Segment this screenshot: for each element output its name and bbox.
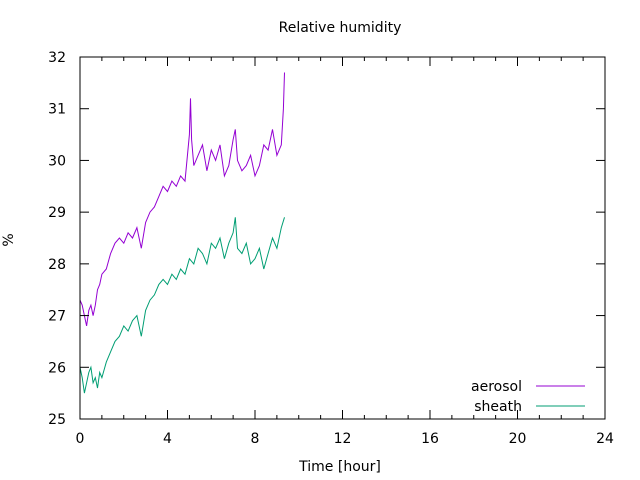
legend: aerosol sheath [471,379,585,415]
y-tick-label: 28 [48,257,66,273]
y-tick-label: 32 [48,50,66,66]
series-layer [79,72,285,394]
x-tick-label: 12 [334,431,352,447]
y-tick-label: 26 [48,360,66,376]
x-tick-label: 4 [163,431,172,447]
legend-label-aerosol: aerosol [471,379,522,395]
ticks-layer: 0 4 8 12 16 20 24 25 26 27 28 29 30 31 32 [48,50,614,447]
series-line-aerosol [79,72,285,327]
y-tick-label: 30 [48,153,66,169]
plot-frame [79,56,606,420]
x-axis-label: Time [hour] [298,459,381,475]
x-tick-label: 24 [596,431,614,447]
x-tick-label: 0 [76,431,85,447]
chart-title: Relative humidity [279,20,402,36]
series-line-sheath [79,217,285,394]
y-tick-label: 29 [48,205,66,221]
x-tick-label: 16 [421,431,439,447]
y-tick-label: 25 [48,412,66,428]
legend-label-sheath: sheath [474,399,522,415]
y-tick-label: 27 [48,309,66,325]
x-tick-label: 20 [509,431,527,447]
y-axis-label: % [1,233,17,246]
y-tick-label: 31 [48,102,66,118]
x-tick-label: 8 [251,431,260,447]
